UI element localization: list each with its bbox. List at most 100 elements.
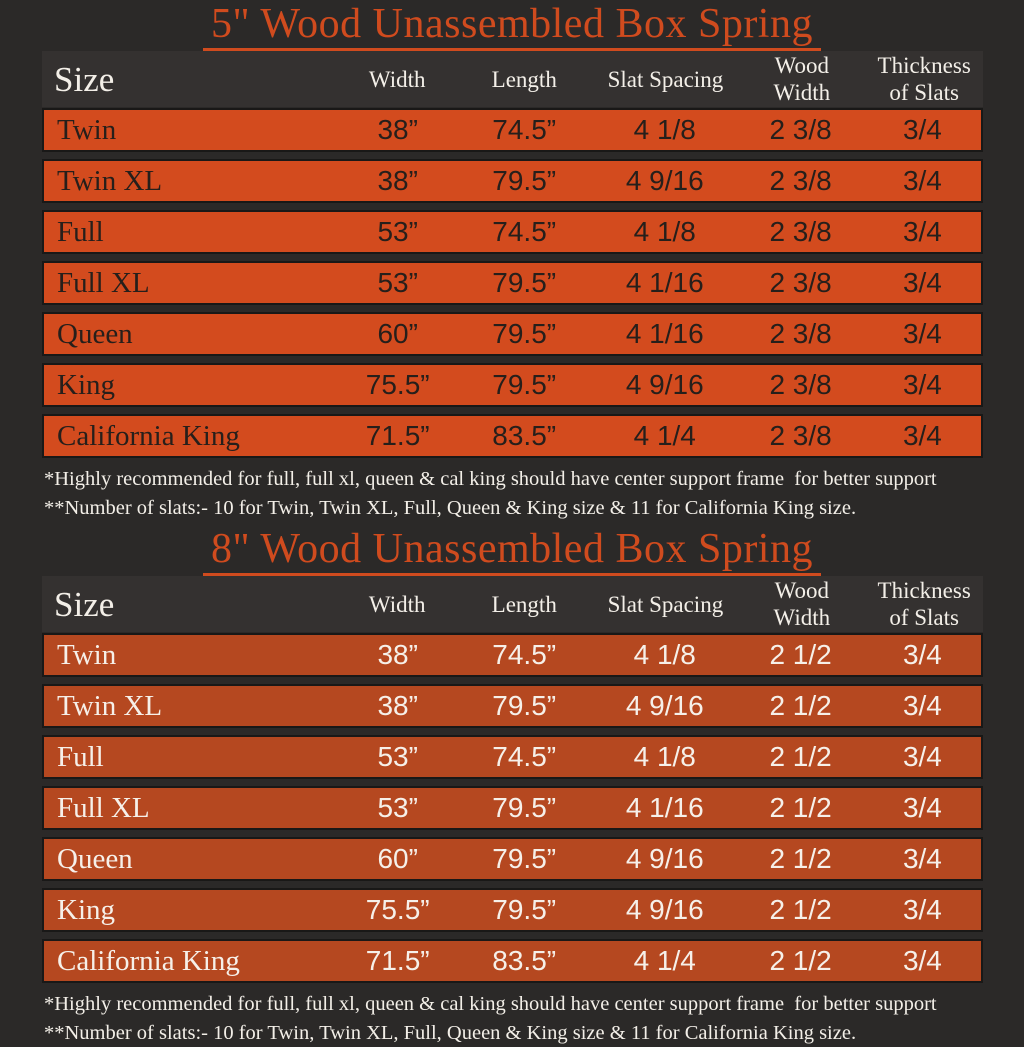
table-row: Twin 38” 74.5” 4 1/8 2 3/8 3/4 [42, 108, 983, 153]
cell-width: 71.5” [365, 945, 430, 977]
footnote-support: *Highly recommended for full, full xl, q… [44, 468, 937, 491]
column-header-slat-spacing: Slat Spacing [607, 591, 724, 617]
cell-size: Twin XL [57, 689, 163, 722]
cell-wood-width: 2 1/2 [769, 792, 832, 824]
cell-length: 79.5” [492, 318, 557, 350]
footnote-slat-count: **Number of slats:- 10 for Twin, Twin XL… [44, 496, 857, 519]
title-wrap: 5" Wood Unassembled Box Spring [0, 1, 1024, 52]
cell-width: 53” [377, 267, 418, 299]
cell-length: 79.5” [492, 894, 557, 926]
cell-size: King [57, 893, 115, 926]
cell-length: 79.5” [492, 792, 557, 824]
cell-slat-spacing: 4 9/16 [625, 165, 704, 197]
cell-wood-width: 2 3/8 [769, 420, 832, 452]
cell-length: 74.5” [492, 741, 557, 773]
column-header-length: Length [491, 66, 557, 92]
cell-thickness-of-slats: 3/4 [902, 792, 942, 824]
column-header-length: Length [491, 591, 557, 617]
cell-thickness-of-slats: 3/4 [902, 216, 942, 248]
table-body: Twin 38” 74.5” 4 1/8 2 3/8 3/4 Twin XL 38” 79.5”… [42, 108, 983, 459]
cell-size: Queen [57, 842, 133, 875]
cell-slat-spacing: 4 1/8 [633, 216, 696, 248]
footnote-support: *Highly recommended for full, full xl, q… [44, 993, 937, 1016]
column-header-thickness: Thickness of Slats [877, 578, 971, 631]
cell-slat-spacing: 4 1/8 [633, 114, 696, 146]
cell-thickness-of-slats: 3/4 [902, 945, 942, 977]
table-row: Twin XL 38” 79.5” 4 9/16 2 1/2 3/4 [42, 684, 983, 729]
cell-length: 74.5” [492, 639, 557, 671]
cell-length: 74.5” [492, 114, 557, 146]
title-wrap: 8" Wood Unassembled Box Spring [0, 526, 1024, 577]
cell-wood-width: 2 1/2 [769, 690, 832, 722]
table-row: King 75.5” 79.5” 4 9/16 2 3/8 3/4 [42, 363, 983, 408]
cell-size: Twin XL [57, 164, 163, 197]
cell-length: 79.5” [492, 369, 557, 401]
table-body: Twin 38” 74.5” 4 1/8 2 1/2 3/4 Twin XL 38” 79.5”… [42, 633, 983, 984]
cell-slat-spacing: 4 1/8 [633, 741, 696, 773]
table-section-5-inch: 5" Wood Unassembled Box Spring Size Widt… [0, 0, 1024, 522]
column-header-slat-spacing: Slat Spacing [607, 66, 724, 92]
cell-slat-spacing: 4 1/16 [625, 792, 704, 824]
cell-size: King [57, 368, 115, 401]
cell-size: Full XL [57, 266, 150, 299]
size-table: Size Width Length Slat Spacing Wood Widt… [42, 51, 983, 459]
cell-thickness-of-slats: 3/4 [902, 741, 942, 773]
cell-length: 79.5” [492, 843, 557, 875]
cell-thickness-of-slats: 3/4 [902, 639, 942, 671]
cell-wood-width: 2 3/8 [769, 216, 832, 248]
table-row: King 75.5” 79.5” 4 9/16 2 1/2 3/4 [42, 888, 983, 933]
cell-size: Twin [57, 638, 117, 671]
cell-length: 79.5” [492, 267, 557, 299]
footnote-slat-count: **Number of slats:- 10 for Twin, Twin XL… [44, 1021, 857, 1044]
table-title: 5" Wood Unassembled Box Spring [203, 1, 821, 52]
cell-slat-spacing: 4 9/16 [625, 894, 704, 926]
cell-width: 53” [377, 792, 418, 824]
footnotes: *Highly recommended for full, full xl, q… [44, 990, 1024, 1047]
cell-wood-width: 2 3/8 [769, 165, 832, 197]
column-header-size: Size [54, 584, 115, 624]
cell-wood-width: 2 3/8 [769, 267, 832, 299]
cell-width: 60” [377, 843, 418, 875]
cell-size: Twin [57, 113, 117, 146]
column-header-wood-width: Wood Width [773, 53, 831, 106]
table-header-row: Size Width Length Slat Spacing Wood Widt… [42, 51, 983, 108]
cell-width: 71.5” [365, 420, 430, 452]
cell-thickness-of-slats: 3/4 [902, 318, 942, 350]
cell-wood-width: 2 1/2 [769, 894, 832, 926]
cell-thickness-of-slats: 3/4 [902, 369, 942, 401]
cell-wood-width: 2 3/8 [769, 318, 832, 350]
table-row: California King 71.5” 83.5” 4 1/4 2 3/8 3/4 [42, 414, 983, 459]
cell-length: 74.5” [492, 216, 557, 248]
table-row: Queen 60” 79.5” 4 1/16 2 3/8 3/4 [42, 312, 983, 357]
cell-wood-width: 2 1/2 [769, 639, 832, 671]
column-header-thickness: Thickness of Slats [877, 53, 971, 106]
cell-width: 75.5” [365, 894, 430, 926]
table-row: Full XL 53” 79.5” 4 1/16 2 1/2 3/4 [42, 786, 983, 831]
cell-slat-spacing: 4 9/16 [625, 369, 704, 401]
column-header-wood-width: Wood Width [773, 578, 831, 631]
cell-size: Full [57, 215, 104, 248]
cell-thickness-of-slats: 3/4 [902, 843, 942, 875]
cell-length: 79.5” [492, 165, 557, 197]
cell-width: 60” [377, 318, 418, 350]
cell-thickness-of-slats: 3/4 [902, 690, 942, 722]
cell-size: Full [57, 740, 104, 773]
table-row: Twin 38” 74.5” 4 1/8 2 1/2 3/4 [42, 633, 983, 678]
cell-slat-spacing: 4 9/16 [625, 690, 704, 722]
cell-thickness-of-slats: 3/4 [902, 114, 942, 146]
cell-width: 38” [377, 114, 418, 146]
cell-length: 83.5” [492, 420, 557, 452]
table-header-row: Size Width Length Slat Spacing Wood Widt… [42, 576, 983, 633]
column-header-size: Size [54, 59, 115, 99]
cell-slat-spacing: 4 1/4 [633, 945, 696, 977]
table-title: 8" Wood Unassembled Box Spring [203, 526, 821, 577]
cell-size: Queen [57, 317, 133, 350]
cell-slat-spacing: 4 1/16 [625, 318, 704, 350]
cell-wood-width: 2 1/2 [769, 741, 832, 773]
table-row: Full 53” 74.5” 4 1/8 2 3/8 3/4 [42, 210, 983, 255]
cell-width: 38” [377, 690, 418, 722]
table-row: Full 53” 74.5” 4 1/8 2 1/2 3/4 [42, 735, 983, 780]
table-row: Full XL 53” 79.5” 4 1/16 2 3/8 3/4 [42, 261, 983, 306]
column-header-width: Width [368, 66, 426, 92]
cell-width: 38” [377, 639, 418, 671]
